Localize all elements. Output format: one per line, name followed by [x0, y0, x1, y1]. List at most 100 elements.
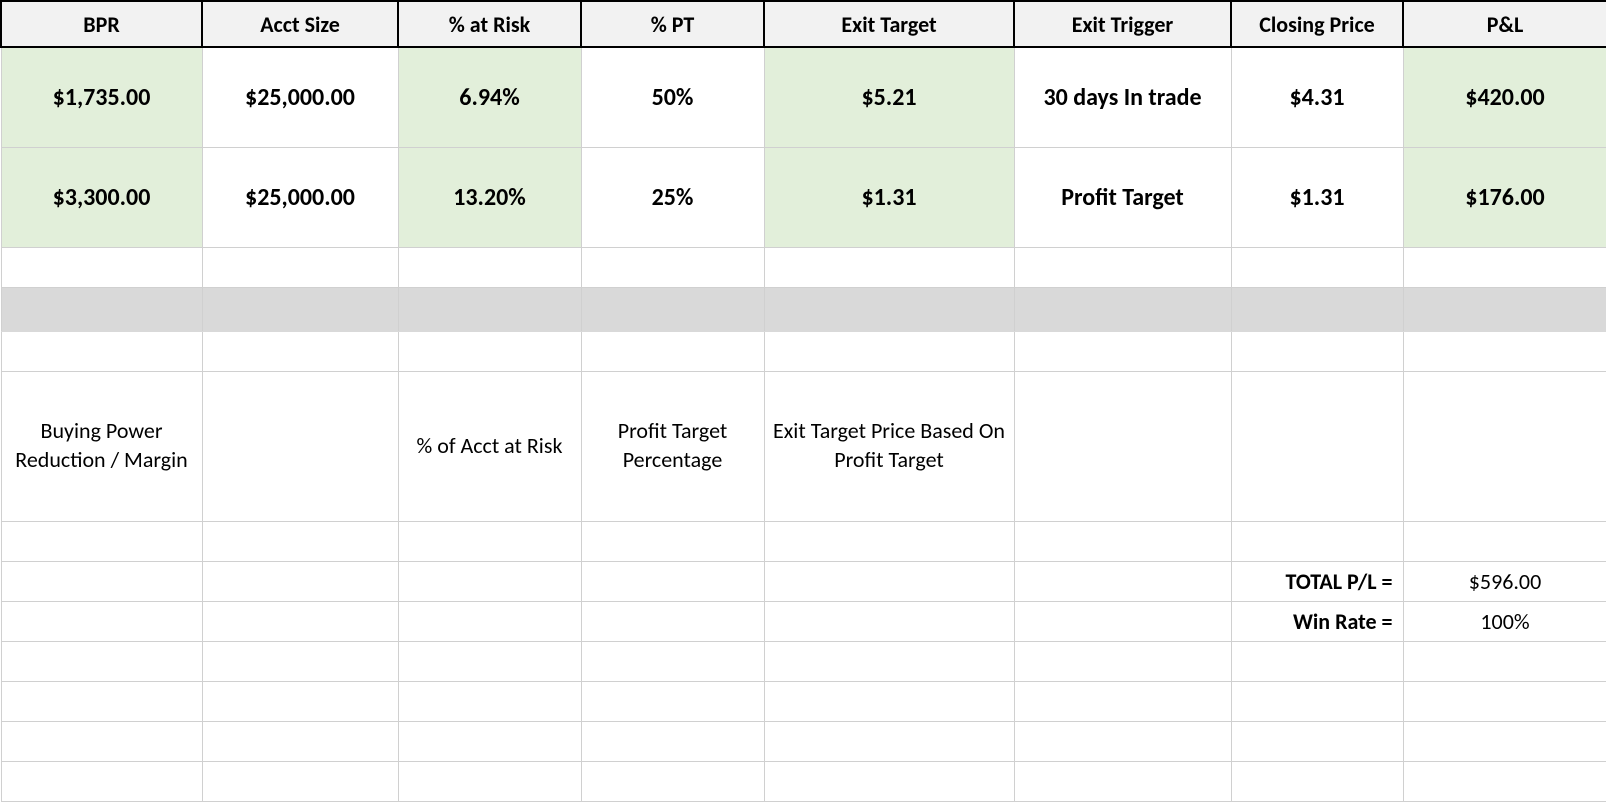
empty-cell[interactable] — [764, 721, 1014, 761]
desc-bpr[interactable]: Buying Power Reduction / Margin — [1, 371, 202, 521]
desc-pct-at-risk[interactable]: % of Acct at Risk — [398, 371, 581, 521]
cell-exit-trigger[interactable]: 30 days In trade — [1014, 47, 1231, 147]
empty-cell[interactable] — [1014, 641, 1231, 681]
empty-cell[interactable] — [581, 601, 764, 641]
empty-cell[interactable] — [1403, 247, 1606, 287]
empty-cell[interactable] — [1014, 761, 1231, 801]
empty-cell[interactable] — [1403, 521, 1606, 561]
empty-cell[interactable] — [764, 561, 1014, 601]
empty-cell[interactable] — [398, 641, 581, 681]
cell-acct-size[interactable]: $25,000.00 — [202, 147, 398, 247]
empty-cell[interactable] — [202, 601, 398, 641]
empty-cell[interactable] — [202, 371, 398, 521]
empty-cell[interactable] — [581, 521, 764, 561]
empty-cell[interactable] — [1014, 521, 1231, 561]
empty-cell[interactable] — [1014, 247, 1231, 287]
empty-cell[interactable] — [1403, 721, 1606, 761]
empty-cell[interactable] — [581, 561, 764, 601]
empty-cell[interactable] — [1, 601, 202, 641]
cell-bpr[interactable]: $1,735.00 — [1, 47, 202, 147]
col-header-pct-at-risk: % at Risk — [398, 1, 581, 47]
win-rate-value[interactable]: 100% — [1403, 601, 1606, 641]
empty-cell[interactable] — [1014, 371, 1231, 521]
empty-cell[interactable] — [1231, 247, 1403, 287]
empty-cell[interactable] — [202, 247, 398, 287]
empty-cell[interactable] — [398, 721, 581, 761]
cell-exit-target[interactable]: $5.21 — [764, 47, 1014, 147]
empty-cell[interactable] — [1231, 371, 1403, 521]
desc-exit-target[interactable]: Exit Target Price Based On Profit Target — [764, 371, 1014, 521]
empty-cell[interactable] — [1, 721, 202, 761]
total-pl-label[interactable]: TOTAL P/L = — [1231, 561, 1403, 601]
empty-cell[interactable] — [1, 681, 202, 721]
empty-cell[interactable] — [764, 761, 1014, 801]
cell-closing-price[interactable]: $4.31 — [1231, 47, 1403, 147]
cell-pct-at-risk[interactable]: 13.20% — [398, 147, 581, 247]
empty-cell[interactable] — [1403, 761, 1606, 801]
cell-bpr[interactable]: $3,300.00 — [1, 147, 202, 247]
empty-cell[interactable] — [1014, 331, 1231, 371]
empty-cell[interactable] — [202, 561, 398, 601]
empty-cell[interactable] — [1, 561, 202, 601]
empty-cell[interactable] — [202, 641, 398, 681]
win-rate-label[interactable]: Win Rate = — [1231, 601, 1403, 641]
empty-cell[interactable] — [1014, 681, 1231, 721]
empty-cell[interactable] — [398, 331, 581, 371]
cell-exit-target[interactable]: $1.31 — [764, 147, 1014, 247]
empty-cell[interactable] — [398, 561, 581, 601]
empty-cell[interactable] — [1231, 521, 1403, 561]
empty-cell[interactable] — [1, 521, 202, 561]
empty-cell[interactable] — [764, 331, 1014, 371]
cell-pnl[interactable]: $420.00 — [1403, 47, 1606, 147]
empty-cell[interactable] — [1403, 681, 1606, 721]
empty-cell[interactable] — [764, 521, 1014, 561]
empty-cell[interactable] — [581, 247, 764, 287]
empty-cell[interactable] — [1231, 721, 1403, 761]
empty-cell[interactable] — [398, 247, 581, 287]
empty-cell[interactable] — [581, 721, 764, 761]
empty-cell[interactable] — [1, 331, 202, 371]
empty-cell[interactable] — [1, 641, 202, 681]
empty-cell[interactable] — [1014, 721, 1231, 761]
empty-cell[interactable] — [1014, 601, 1231, 641]
empty-cell[interactable] — [398, 681, 581, 721]
empty-cell[interactable] — [1403, 371, 1606, 521]
empty-row — [1, 247, 1606, 287]
empty-cell[interactable] — [581, 331, 764, 371]
separator-cell — [202, 287, 398, 331]
empty-cell[interactable] — [764, 641, 1014, 681]
empty-cell[interactable] — [398, 601, 581, 641]
desc-pct-pt[interactable]: Profit Target Percentage — [581, 371, 764, 521]
empty-cell[interactable] — [202, 331, 398, 371]
empty-cell[interactable] — [398, 521, 581, 561]
empty-cell[interactable] — [1231, 761, 1403, 801]
empty-cell[interactable] — [764, 601, 1014, 641]
cell-exit-trigger[interactable]: Profit Target — [1014, 147, 1231, 247]
empty-cell[interactable] — [1, 247, 202, 287]
empty-cell[interactable] — [202, 521, 398, 561]
empty-cell[interactable] — [202, 721, 398, 761]
cell-acct-size[interactable]: $25,000.00 — [202, 47, 398, 147]
cell-pct-at-risk[interactable]: 6.94% — [398, 47, 581, 147]
empty-cell[interactable] — [1014, 561, 1231, 601]
total-pl-value[interactable]: $596.00 — [1403, 561, 1606, 601]
empty-cell[interactable] — [764, 247, 1014, 287]
empty-cell[interactable] — [581, 641, 764, 681]
cell-pct-pt[interactable]: 25% — [581, 147, 764, 247]
empty-cell[interactable] — [1231, 681, 1403, 721]
empty-cell[interactable] — [202, 761, 398, 801]
empty-cell[interactable] — [764, 681, 1014, 721]
empty-cell[interactable] — [398, 761, 581, 801]
total-pl-row: TOTAL P/L = $596.00 — [1, 561, 1606, 601]
empty-cell[interactable] — [1403, 331, 1606, 371]
empty-cell[interactable] — [1, 761, 202, 801]
cell-pnl[interactable]: $176.00 — [1403, 147, 1606, 247]
empty-cell[interactable] — [202, 681, 398, 721]
cell-pct-pt[interactable]: 50% — [581, 47, 764, 147]
empty-cell[interactable] — [1403, 641, 1606, 681]
empty-cell[interactable] — [581, 761, 764, 801]
empty-cell[interactable] — [581, 681, 764, 721]
empty-cell[interactable] — [1231, 331, 1403, 371]
empty-cell[interactable] — [1231, 641, 1403, 681]
cell-closing-price[interactable]: $1.31 — [1231, 147, 1403, 247]
